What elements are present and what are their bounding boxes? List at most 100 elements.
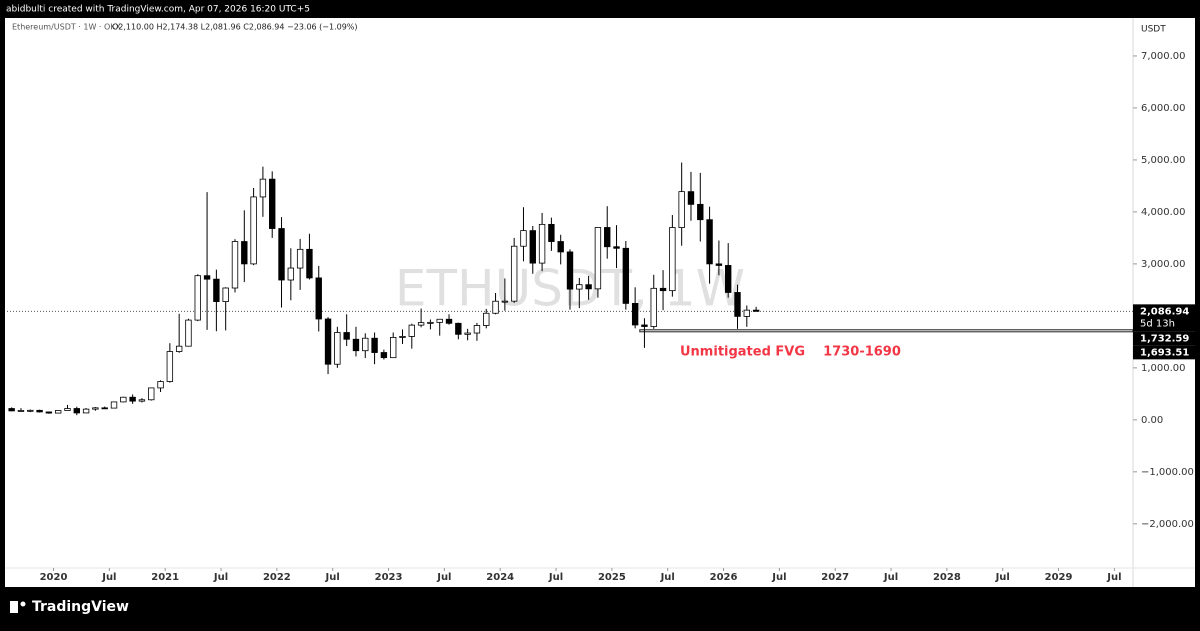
candle-body — [120, 396, 127, 403]
candle-body — [259, 178, 267, 198]
price-tag-label: 1,732.59 — [1140, 333, 1189, 344]
candle-body — [64, 408, 71, 411]
candle-body — [548, 223, 555, 242]
fvg-annotation: Unmitigated FVG 1730-1690 — [680, 345, 901, 360]
candle-body — [54, 410, 62, 414]
candle-body — [269, 178, 276, 229]
logo: TradingView — [10, 599, 129, 615]
candle-body — [389, 337, 397, 359]
candle-body — [715, 263, 723, 266]
price-tag-label: 2,086.94 — [1140, 306, 1189, 317]
candle-body — [306, 248, 313, 279]
x-tick-label: 2022 — [263, 572, 291, 583]
candle-body — [45, 411, 53, 414]
y-tick-label: 6,000.00 — [1141, 103, 1186, 114]
x-tick-label: Jul — [325, 572, 340, 583]
x-tick-label: 2029 — [1045, 572, 1073, 583]
candle-body — [520, 230, 527, 247]
candle-body — [352, 338, 360, 352]
candle-body — [613, 246, 620, 249]
candle-body — [27, 409, 34, 412]
candle-body — [501, 300, 509, 303]
y-tick-label: 3,000.00 — [1141, 259, 1186, 270]
candle-body — [399, 336, 406, 338]
x-tick-label: Jul — [883, 572, 898, 583]
y-tick-label: −1,000.00 — [1141, 467, 1194, 478]
x-tick-label: Jul — [436, 572, 451, 583]
candle-body — [231, 241, 239, 289]
candle-body — [334, 332, 341, 365]
x-tick-label: 2026 — [710, 572, 738, 583]
candle-body — [380, 352, 388, 359]
candle-body — [529, 230, 536, 264]
candle-body — [213, 278, 220, 302]
credit: abidbulti created with TradingView.com, … — [6, 5, 310, 15]
candle-body — [743, 309, 751, 317]
candle-body — [734, 292, 741, 317]
candle-body — [622, 247, 630, 304]
candle-body — [641, 324, 648, 327]
x-tick-label: 2028 — [933, 572, 961, 583]
candle-body — [241, 241, 248, 265]
countdown-label: 5d 13h — [1140, 318, 1175, 329]
y-tick-label: 1,000.00 — [1141, 363, 1186, 374]
x-tick-label: 2023 — [375, 572, 403, 583]
candle-body — [492, 300, 499, 314]
candle-body — [194, 275, 201, 321]
candle-body — [324, 318, 332, 365]
candle-body — [203, 275, 211, 280]
candle-body — [473, 325, 481, 334]
candle-body — [725, 265, 732, 293]
candle-body — [436, 318, 443, 323]
candle-body — [659, 287, 667, 292]
ohlc-legend: O2,110.00 H2,174.38 L2,081.96 C2,086.94 … — [112, 23, 358, 32]
price-tag-label: 1,693.51 — [1140, 347, 1189, 358]
candle-body — [166, 351, 174, 382]
candles — [8, 162, 760, 416]
candle-body — [445, 318, 453, 324]
candle-body — [157, 381, 164, 389]
candle-body — [510, 245, 518, 302]
x-tick-label: Jul — [213, 572, 228, 583]
logo-mark — [10, 601, 18, 613]
candle-body — [371, 337, 378, 353]
candle-body — [408, 324, 415, 337]
x-tick-label: Jul — [101, 572, 116, 583]
candle-body — [576, 284, 583, 290]
candle-body — [36, 409, 43, 413]
candle-body — [129, 396, 136, 402]
candle-body — [706, 219, 713, 265]
y-axis-label: USDT — [1141, 25, 1166, 35]
candle-body — [538, 223, 546, 264]
candle-body — [138, 399, 146, 402]
y-tick-label: 0.00 — [1141, 415, 1163, 426]
candle-body — [752, 309, 760, 312]
y-tick-label: −2,000.00 — [1141, 519, 1194, 530]
candle-body — [678, 191, 685, 228]
candle-body — [566, 251, 574, 290]
candle-body — [185, 319, 192, 347]
chart-panel — [5, 18, 1195, 587]
candle-body — [631, 302, 639, 326]
x-tick-label: Jul — [548, 572, 563, 583]
candle-body — [697, 203, 704, 221]
candle-body — [669, 227, 676, 292]
candle-body — [594, 227, 602, 290]
candle-body — [148, 387, 155, 401]
candle-body — [557, 241, 564, 253]
price-tag — [1133, 304, 1200, 332]
symbol: Ethereum/USDT · 1W · OKX — [12, 23, 122, 32]
price-tag — [1133, 331, 1200, 346]
candle-body — [315, 277, 322, 320]
candle-body — [483, 312, 490, 326]
candle-body — [73, 408, 80, 414]
candle-body — [250, 196, 257, 265]
candle-body — [585, 284, 592, 290]
logo-text: TradingView — [32, 599, 129, 615]
candle-body — [417, 322, 425, 326]
x-tick-label: Jul — [1106, 572, 1121, 583]
x-tick-label: Jul — [660, 572, 675, 583]
candle-body — [17, 410, 25, 412]
x-tick-label: 2020 — [40, 572, 68, 583]
candle-body — [110, 401, 118, 409]
